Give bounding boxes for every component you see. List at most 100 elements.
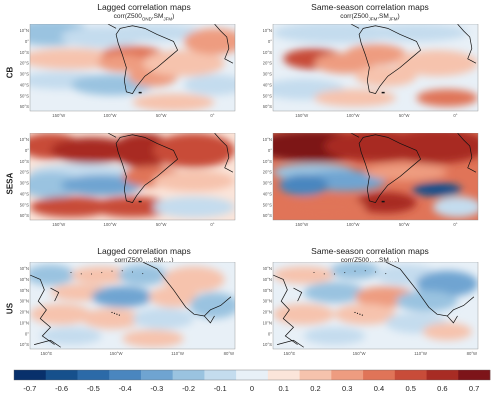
- colorbar-label: 0.1: [279, 384, 289, 393]
- lon-tick-label: 150°W: [295, 222, 309, 227]
- lat-tick-label: 30°S: [263, 181, 272, 186]
- lat-tick-label: 30°S: [20, 72, 29, 77]
- lon-tick-label: 150°W: [52, 222, 66, 227]
- row-label-sesa: SESA: [5, 172, 15, 195]
- lon-tick-label: 150°W: [110, 351, 124, 356]
- lon-tick-label: 150°W: [353, 351, 367, 356]
- lon-tick-label: 150°W: [52, 113, 66, 118]
- lon-tick-label: 100°W: [346, 222, 360, 227]
- header-title: Lagged correlation maps: [97, 246, 191, 256]
- lat-tick-label: 10°N: [263, 28, 272, 33]
- colorbar-swatch: [236, 370, 269, 380]
- colorbar-label: 0.7: [469, 384, 479, 393]
- lat-tick-label: 30°S: [263, 72, 272, 77]
- colorbar-swatch: [331, 370, 364, 380]
- lon-tick-label: 100°W: [103, 222, 117, 227]
- lon-tick-label: 50°W: [156, 113, 167, 118]
- lat-tick-label: 40°S: [263, 82, 272, 87]
- lat-tick-label: 10°N: [20, 137, 29, 142]
- colorbar-swatch: [458, 370, 491, 380]
- colorbar-label: -0.1: [214, 384, 227, 393]
- lon-tick-label: 100°W: [103, 113, 117, 118]
- map-svg: 10°N 0° 10°S 20°S 30°S 40°S 50°S 60°S 150°W 100°W…: [263, 24, 479, 118]
- colorbar-swatch: [267, 370, 300, 380]
- lat-tick-label: 20°S: [263, 61, 272, 66]
- map-svg: 10°N 0° 10°S 20°S 30°S 40°S 50°S 60°S 150°W 100°W…: [263, 133, 479, 227]
- colorbar-label: -0.5: [87, 384, 100, 393]
- lat-tick-label: 10°S: [20, 50, 29, 55]
- colorbar-label: 0.2: [310, 384, 320, 393]
- lat-tick-label: 60°N: [20, 266, 29, 271]
- lat-tick-label: 60°S: [20, 104, 29, 109]
- lat-tick-label: 60°N: [263, 266, 272, 271]
- lon-tick-label: 150°E: [284, 351, 296, 356]
- lon-tick-label: 50°W: [399, 222, 410, 227]
- lat-tick-label: 30°N: [20, 299, 29, 304]
- map-us-same-season: 60°N 50°N 40°N 30°N 20°N 10°N 0° 10°S 150°E 150°W…: [263, 262, 480, 359]
- lat-tick-label: 20°N: [20, 310, 29, 315]
- lat-tick-label: 40°S: [20, 82, 29, 87]
- colorbar-swatch: [299, 370, 332, 380]
- map-sesa-lagged: 10°N 0° 10°S 20°S 30°S 40°S 50°S 60°S 150°W 100°W…: [20, 133, 237, 230]
- lat-tick-label: 10°N: [263, 137, 272, 142]
- colorbar-swatch: [109, 370, 142, 380]
- lon-tick-label: 0°: [210, 222, 214, 227]
- lat-tick-label: 20°S: [20, 170, 29, 175]
- lat-tick-label: 50°S: [263, 93, 272, 98]
- lat-tick-label: 10°N: [263, 320, 272, 325]
- colorbar-swatch: [204, 370, 237, 380]
- header-same-season-top: Same-season correlation maps corr(Z500JF…: [270, 2, 470, 24]
- lat-tick-label: 30°S: [20, 181, 29, 186]
- colorbar-label: -0.3: [150, 384, 163, 393]
- lon-tick-label: 150°E: [41, 351, 53, 356]
- lat-tick-label: 40°N: [20, 288, 29, 293]
- lat-tick-label: 30°N: [263, 299, 272, 304]
- colorbar-swatch: [45, 370, 78, 380]
- map-cb-lagged: 10°N 0° 10°S 20°S 30°S 40°S 50°S 60°S 150°W 100°W…: [20, 24, 237, 121]
- map-cb-same-season: 10°N 0° 10°S 20°S 30°S 40°S 50°S 60°S 150°W 100°W…: [263, 24, 480, 121]
- lon-tick-label: 0°: [210, 113, 214, 118]
- lat-tick-label: 50°S: [20, 93, 29, 98]
- colorbar-swatch: [426, 370, 459, 380]
- lat-tick-label: 20°N: [263, 310, 272, 315]
- colorbar-swatch: [77, 370, 110, 380]
- colorbar: -0.7 -0.6 -0.5 -0.4 -0.3 -0.2 -0.1 0 0.1 0.2 0.3 0.…: [6, 364, 496, 404]
- lat-tick-label: 10°N: [20, 320, 29, 325]
- lat-tick-label: 50°N: [20, 277, 29, 282]
- header-title: Same-season correlation maps: [311, 2, 429, 12]
- colorbar-swatch: [172, 370, 205, 380]
- lon-tick-label: 110°W: [414, 351, 428, 356]
- colorbar-label: 0.5: [405, 384, 415, 393]
- lat-tick-label: 10°S: [263, 159, 272, 164]
- colorbar-label: 0.4: [374, 384, 384, 393]
- map-svg: 10°N 0° 10°S 20°S 30°S 40°S 50°S 60°S 150°W 100°W…: [20, 24, 236, 118]
- lat-tick-label: 10°N: [20, 28, 29, 33]
- lon-tick-label: 80°W: [467, 351, 478, 356]
- lat-tick-label: 50°S: [20, 202, 29, 207]
- header-formula: corr(Z500OND,SMJFM): [113, 13, 175, 22]
- colorbar-swatch: [363, 370, 396, 380]
- map-svg: 60°N 50°N 40°N 30°N 20°N 10°N 0° 10°S 150°E 150°W…: [263, 262, 479, 356]
- colorbar-label: -0.6: [55, 384, 68, 393]
- colorbar-label: 0: [250, 384, 254, 393]
- lat-tick-label: 50°S: [263, 202, 272, 207]
- colorbar-svg: -0.7 -0.6 -0.5 -0.4 -0.3 -0.2 -0.1 0 0.1 0.2 0.3 0.…: [13, 369, 491, 393]
- colorbar-label: -0.7: [23, 384, 36, 393]
- row-label-us: US: [5, 302, 15, 315]
- lon-tick-label: 150°W: [295, 113, 309, 118]
- lat-tick-label: 0°: [25, 148, 29, 153]
- lat-tick-label: 10°S: [263, 342, 272, 347]
- lon-tick-label: 50°W: [156, 222, 167, 227]
- lat-tick-label: 10°S: [20, 159, 29, 164]
- lon-tick-label: 0°: [453, 113, 457, 118]
- colorbar-label: 0.6: [437, 384, 447, 393]
- header-title: Lagged correlation maps: [97, 2, 191, 12]
- header-lagged-top: Lagged correlation maps corr(Z500OND,SMJ…: [44, 2, 244, 24]
- lat-tick-label: 10°S: [263, 50, 272, 55]
- map-svg: 60°N 50°N 40°N 30°N 20°N 10°N 0° 10°S 150°E 150°W…: [20, 262, 236, 356]
- map-sesa-same-season: 10°N 0° 10°S 20°S 30°S 40°S 50°S 60°S 150°W 100°W…: [263, 133, 480, 230]
- lat-tick-label: 0°: [25, 39, 29, 44]
- map-svg: 10°N 0° 10°S 20°S 30°S 40°S 50°S 60°S 150°W 100°W…: [20, 133, 236, 227]
- lat-tick-label: 0°: [25, 331, 29, 336]
- lat-tick-label: 0°: [268, 39, 272, 44]
